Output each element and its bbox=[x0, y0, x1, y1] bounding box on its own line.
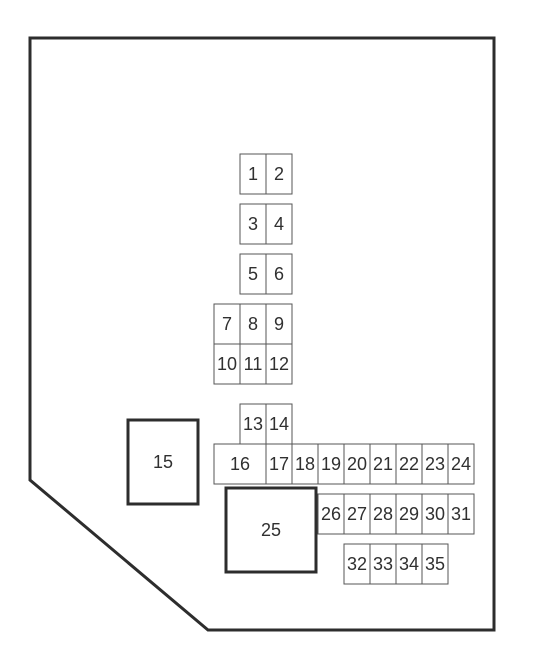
fuse-cell-5: 5 bbox=[240, 254, 266, 294]
fuse-cell-label: 26 bbox=[321, 504, 341, 524]
fuse-cell-13: 13 bbox=[240, 404, 266, 444]
fuse-cell-label: 4 bbox=[274, 214, 284, 234]
fuse-cell-31: 31 bbox=[448, 494, 474, 534]
fuse-cell-label: 18 bbox=[295, 454, 315, 474]
fuse-cell-12: 12 bbox=[266, 344, 292, 384]
fuse-cell-label: 28 bbox=[373, 504, 393, 524]
fuse-cell-label: 31 bbox=[451, 504, 471, 524]
fuse-cell-32: 32 bbox=[344, 544, 370, 584]
fuse-cell-9: 9 bbox=[266, 304, 292, 344]
fuse-cell-label: 24 bbox=[451, 454, 471, 474]
fuse-cell-label: 33 bbox=[373, 554, 393, 574]
fuse-cell-label: 14 bbox=[269, 414, 289, 434]
fuse-cell-34: 34 bbox=[396, 544, 422, 584]
fuse-cell-label: 11 bbox=[244, 354, 263, 374]
fuse-cell-label: 9 bbox=[274, 314, 284, 334]
fuse-cell-21: 21 bbox=[370, 444, 396, 484]
fuse-cell-6: 6 bbox=[266, 254, 292, 294]
fuse-cell-label: 21 bbox=[373, 454, 393, 474]
fuse-cell-label: 22 bbox=[399, 454, 419, 474]
fuse-cell-19: 19 bbox=[318, 444, 344, 484]
fuse-cell-label: 20 bbox=[347, 454, 367, 474]
fuse-cell-label: 6 bbox=[274, 264, 284, 284]
fuse-cell-15: 15 bbox=[128, 420, 198, 504]
fuse-cell-28: 28 bbox=[370, 494, 396, 534]
fuse-cell-3: 3 bbox=[240, 204, 266, 244]
fuse-cell-label: 12 bbox=[269, 354, 289, 374]
fuse-cell-7: 7 bbox=[214, 304, 240, 344]
fuse-cell-label: 25 bbox=[261, 520, 281, 540]
fuse-cell-24: 24 bbox=[448, 444, 474, 484]
fuse-box-diagram: 1234567891011121314161718192021222324262… bbox=[0, 0, 539, 662]
fuse-cell-label: 17 bbox=[269, 454, 289, 474]
fuse-cell-label: 2 bbox=[274, 164, 284, 184]
fuse-cell-label: 19 bbox=[321, 454, 341, 474]
fuse-cell-label: 27 bbox=[347, 504, 367, 524]
fuse-cell-20: 20 bbox=[344, 444, 370, 484]
fuse-cell-label: 23 bbox=[425, 454, 445, 474]
fuse-cell-16: 16 bbox=[214, 444, 266, 484]
fuse-cell-label: 5 bbox=[248, 264, 258, 284]
fuse-cell-label: 10 bbox=[217, 354, 237, 374]
fuse-cell-25: 25 bbox=[226, 488, 316, 572]
fuse-cell-35: 35 bbox=[422, 544, 448, 584]
fuse-cell-2: 2 bbox=[266, 154, 292, 194]
fuse-cell-26: 26 bbox=[318, 494, 344, 534]
fuse-cell-27: 27 bbox=[344, 494, 370, 534]
fuse-cell-label: 32 bbox=[347, 554, 367, 574]
fuse-cell-label: 8 bbox=[248, 314, 258, 334]
fuse-cell-4: 4 bbox=[266, 204, 292, 244]
fuse-cell-22: 22 bbox=[396, 444, 422, 484]
fuse-cell-label: 35 bbox=[425, 554, 445, 574]
fuse-cell-label: 1 bbox=[248, 164, 258, 184]
fuse-cell-33: 33 bbox=[370, 544, 396, 584]
fuse-cell-18: 18 bbox=[292, 444, 318, 484]
fuse-cell-10: 10 bbox=[214, 344, 240, 384]
fuse-cell-label: 16 bbox=[230, 454, 250, 474]
fuse-cell-label: 13 bbox=[243, 414, 263, 434]
fuse-cell-label: 30 bbox=[425, 504, 445, 524]
fuse-cell-8: 8 bbox=[240, 304, 266, 344]
fuse-cell-label: 7 bbox=[222, 314, 232, 334]
fuse-cell-1: 1 bbox=[240, 154, 266, 194]
fuse-cell-23: 23 bbox=[422, 444, 448, 484]
fuse-cell-label: 34 bbox=[399, 554, 419, 574]
fuse-cell-label: 29 bbox=[399, 504, 419, 524]
fuse-cell-label: 3 bbox=[248, 214, 258, 234]
fuse-cell-11: 11 bbox=[240, 344, 266, 384]
fuse-cell-29: 29 bbox=[396, 494, 422, 534]
fuse-cell-30: 30 bbox=[422, 494, 448, 534]
fuse-cell-17: 17 bbox=[266, 444, 292, 484]
fuse-cell-14: 14 bbox=[266, 404, 292, 444]
fuse-cell-label: 15 bbox=[153, 452, 173, 472]
